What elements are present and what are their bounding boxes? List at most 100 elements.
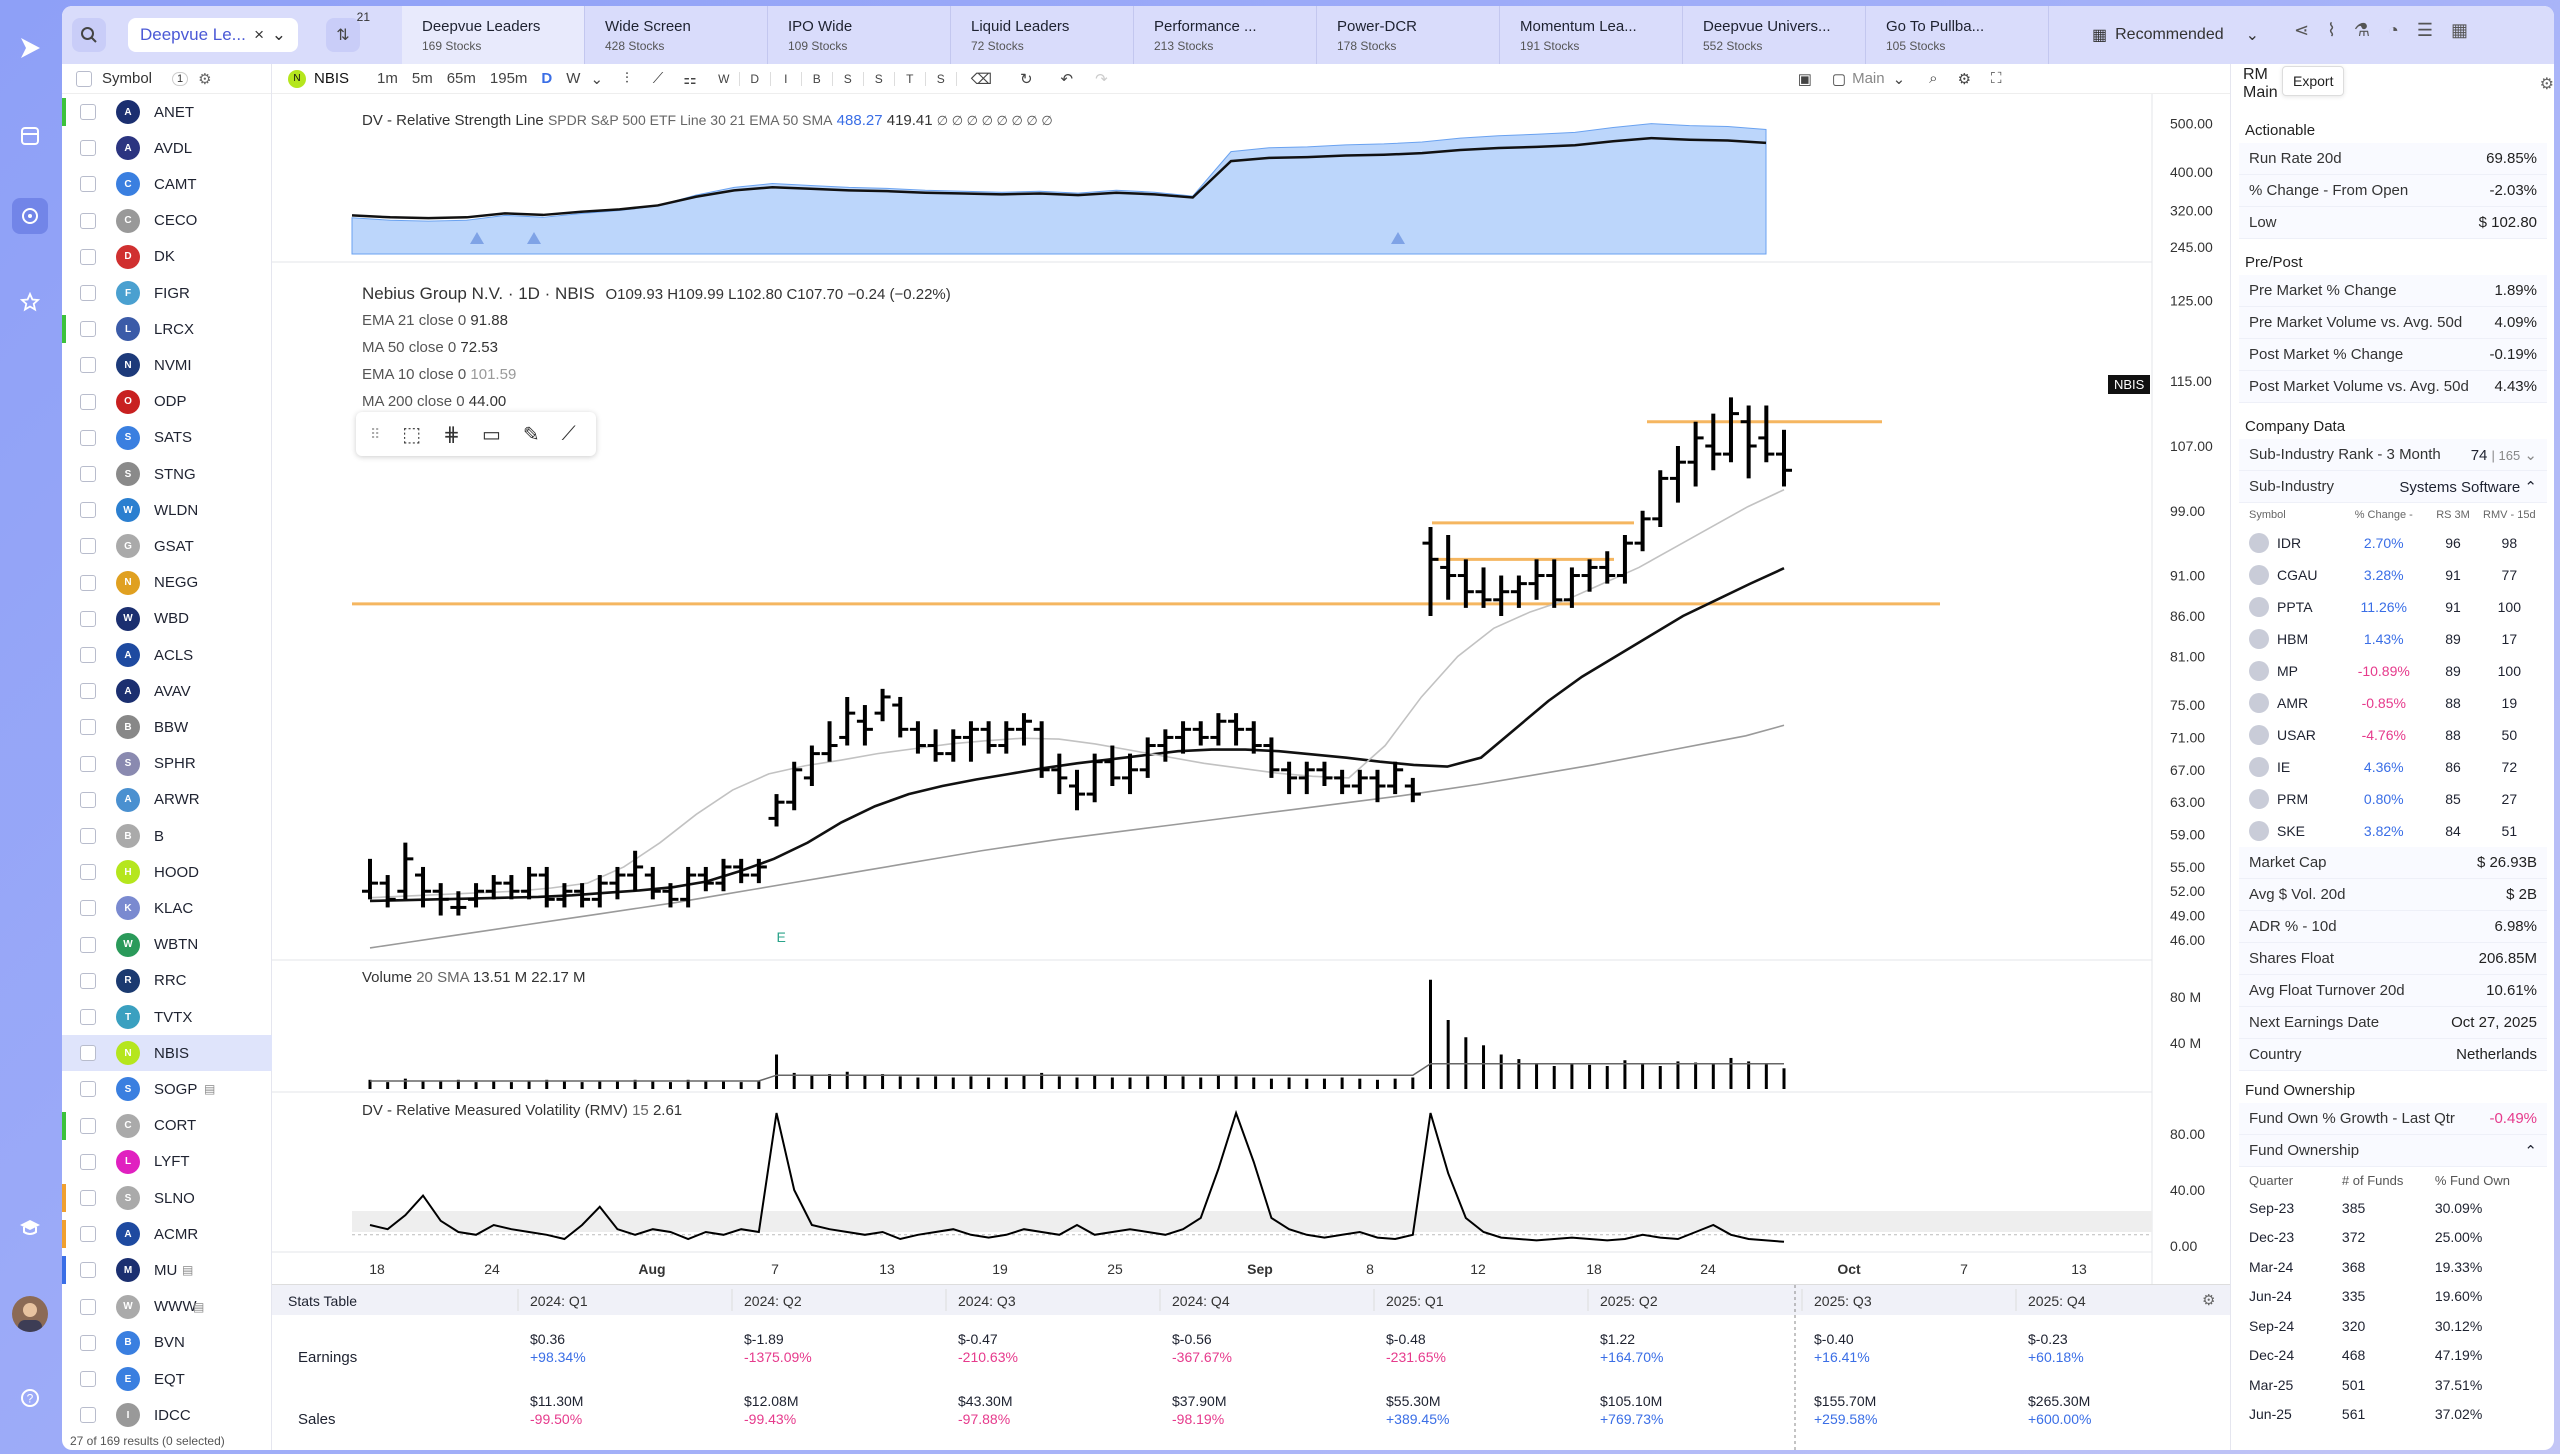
symbol-row[interactable]: L LRCX xyxy=(62,311,272,347)
tab-8[interactable]: Go To Pullba... 105 Stocks xyxy=(1866,6,2049,64)
scanner-icon[interactable] xyxy=(12,198,48,234)
subind-row[interactable]: Sub-Industry Systems Software ⌃ xyxy=(2239,471,2547,503)
symbol-row[interactable]: A ANET xyxy=(62,94,272,130)
study-toggle[interactable]: T xyxy=(895,71,926,86)
row-checkbox[interactable] xyxy=(80,1153,96,1170)
line-chart-icon[interactable]: ⟋ xyxy=(652,70,664,87)
interval-1m[interactable]: 1m xyxy=(377,70,398,87)
row-checkbox[interactable] xyxy=(80,1407,96,1424)
peer-col-header[interactable]: % Change - xyxy=(2354,509,2413,521)
symbol-row[interactable]: A ACLS xyxy=(62,637,272,673)
row-checkbox[interactable] xyxy=(80,104,96,120)
notes-icon[interactable]: ▤ xyxy=(193,1299,205,1314)
fullscreen-icon[interactable]: ⛶ xyxy=(1991,70,2002,87)
peer-row[interactable]: PRM 0.80% 85 27 xyxy=(2239,783,2547,815)
chart-icon[interactable]: ⌇ xyxy=(2327,20,2336,40)
right-layout-name[interactable]: RM Main xyxy=(2243,66,2278,101)
symbol-row[interactable]: B BVN xyxy=(62,1325,272,1361)
clear-icon[interactable]: × xyxy=(254,25,264,44)
symbol-row[interactable]: S SPHR xyxy=(62,746,272,782)
symbol-row[interactable]: T TVTX xyxy=(62,999,272,1035)
symbol-row[interactable]: S SLNO xyxy=(62,1180,272,1216)
fib-tool-icon[interactable]: ⋕ xyxy=(443,423,460,446)
row-checkbox[interactable] xyxy=(80,828,96,844)
education-icon[interactable] xyxy=(12,1210,48,1246)
list-icon[interactable]: ☰ xyxy=(2416,20,2434,40)
peer-row[interactable]: IDR 2.70% 96 98 xyxy=(2239,527,2547,559)
peer-col-header[interactable]: Symbol xyxy=(2249,509,2286,521)
symbol-row[interactable]: N NBIS xyxy=(62,1035,272,1072)
row-checkbox[interactable] xyxy=(80,212,96,229)
dashboard-icon[interactable] xyxy=(12,118,48,154)
tab-2[interactable]: IPO Wide 109 Stocks xyxy=(768,6,951,64)
row-checkbox[interactable] xyxy=(80,936,96,953)
peer-row[interactable]: PPTA 11.26% 91 100 xyxy=(2239,591,2547,623)
recommended-select[interactable]: ▦ Recommended ⌄ xyxy=(2092,18,2272,52)
settings-icon[interactable]: ⚙ xyxy=(198,70,212,88)
symbol-row[interactable]: W WBTN xyxy=(62,927,272,963)
symbol-row[interactable]: A ACMR xyxy=(62,1216,272,1252)
interval-195m[interactable]: 195m xyxy=(489,70,528,87)
symbol-row[interactable]: S SOGP ▤ xyxy=(62,1071,272,1107)
row-checkbox[interactable] xyxy=(80,176,96,193)
row-checkbox[interactable] xyxy=(80,791,96,808)
symbol-row[interactable]: N NVMI xyxy=(62,347,272,383)
symbol-row[interactable]: M MU ▤ xyxy=(62,1252,272,1288)
row-checkbox[interactable] xyxy=(80,864,96,881)
share-icon[interactable]: ⋖ xyxy=(2294,20,2310,40)
symbol-row[interactable]: D DK xyxy=(62,239,272,275)
row-checkbox[interactable] xyxy=(80,393,96,410)
favorites-icon[interactable] xyxy=(12,284,48,320)
row-checkbox[interactable] xyxy=(80,466,96,482)
refresh-icon[interactable]: ↻ xyxy=(1019,70,1033,88)
gear-icon[interactable]: ⚙ xyxy=(1957,70,1972,88)
drag-handle-icon[interactable]: ⠿ xyxy=(370,425,381,442)
tab-1[interactable]: Wide Screen 428 Stocks xyxy=(585,6,768,64)
peer-row[interactable]: SKE 3.82% 84 51 xyxy=(2239,815,2547,847)
indicator-icon[interactable]: ⫶ xyxy=(625,70,629,87)
row-checkbox[interactable] xyxy=(80,429,96,446)
peer-row[interactable]: AMR -0.85% 88 19 xyxy=(2239,687,2547,719)
redo-icon[interactable]: ↷ xyxy=(1095,70,1108,88)
peer-row[interactable]: IE 4.36% 86 72 xyxy=(2239,751,2547,783)
chart-area[interactable]: E 125.00 115.00 107.00 99.00 91.00 86.00 81.00 7… xyxy=(272,94,2230,1284)
row-checkbox[interactable] xyxy=(80,538,96,555)
row-checkbox[interactable] xyxy=(80,1009,96,1025)
symbol-row[interactable]: E EQT xyxy=(62,1361,272,1397)
symbol-row[interactable]: A ARWR xyxy=(62,782,272,818)
tab-3[interactable]: Liquid Leaders 72 Stocks xyxy=(951,6,1134,64)
symbol-row[interactable]: O ODP xyxy=(62,384,272,420)
line-tool-icon[interactable]: ⟋ xyxy=(561,422,576,445)
row-checkbox[interactable] xyxy=(80,248,96,265)
row-checkbox[interactable] xyxy=(80,1334,96,1351)
eraser-icon[interactable]: ⌫ xyxy=(970,70,992,88)
symbol-row[interactable]: C CECO xyxy=(62,203,272,239)
row-checkbox[interactable] xyxy=(80,719,96,736)
row-checkbox[interactable] xyxy=(80,647,96,663)
tab-6[interactable]: Momentum Lea... 191 Stocks xyxy=(1500,6,1683,64)
sort-button[interactable]: ⇅ 21 xyxy=(326,10,370,52)
row-checkbox[interactable] xyxy=(80,1298,96,1315)
select-all-checkbox[interactable] xyxy=(76,70,92,87)
row-checkbox[interactable] xyxy=(80,574,96,591)
comment-tool-icon[interactable]: ▭ xyxy=(481,423,501,446)
row-checkbox[interactable] xyxy=(80,321,96,338)
layout-name[interactable]: Main xyxy=(1852,70,1885,87)
row-checkbox[interactable] xyxy=(80,610,96,627)
study-toggle[interactable]: W xyxy=(709,71,740,86)
interval-chevron-icon[interactable]: ⌄ xyxy=(590,70,604,88)
peer-row[interactable]: MP -10.89% 89 100 xyxy=(2239,655,2547,687)
symbol-row[interactable]: C CORT xyxy=(62,1108,272,1144)
undo-icon[interactable]: ↶ xyxy=(1060,70,1074,88)
search-button[interactable] xyxy=(72,18,106,52)
study-toggle[interactable]: B xyxy=(802,71,833,86)
symbol-row[interactable]: I IDCC xyxy=(62,1397,272,1433)
brush-tool-icon[interactable]: ✎ xyxy=(522,423,540,446)
study-toggle[interactable]: D xyxy=(740,71,771,86)
interval-D[interactable]: D xyxy=(541,70,553,87)
peer-col-header[interactable]: RMV - 15d xyxy=(2483,509,2536,521)
flask-icon[interactable]: ⚗ xyxy=(2353,20,2371,40)
symbol-row[interactable]: H HOOD xyxy=(62,854,272,890)
study-toggle[interactable]: S xyxy=(926,71,957,86)
